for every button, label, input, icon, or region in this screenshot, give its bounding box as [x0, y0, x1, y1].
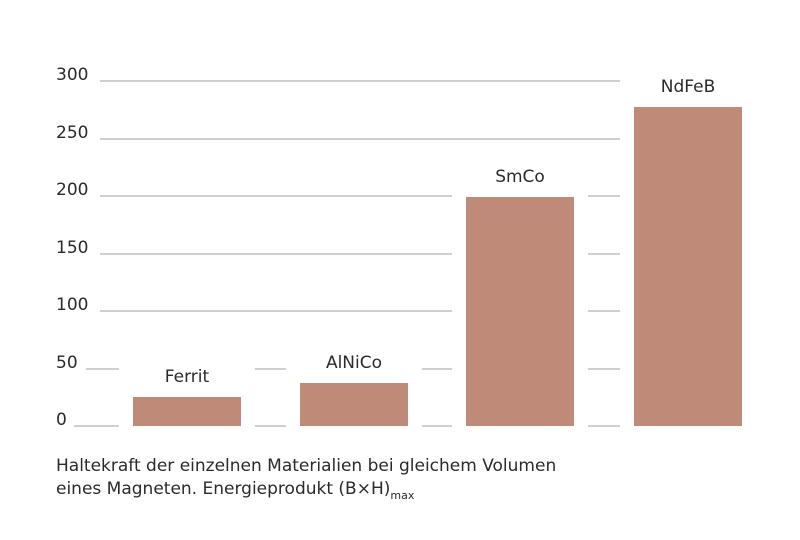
bar-ferrit: [133, 397, 241, 426]
bar-smco: [466, 197, 574, 426]
gridline: [100, 195, 452, 197]
gridline: [100, 80, 620, 82]
y-tick-label: 250: [56, 122, 89, 143]
bar-label: Ferrit: [164, 367, 210, 388]
caption-line-1: Haltekraft der einzelnen Materialien bei…: [56, 456, 557, 476]
chart-caption: Haltekraft der einzelnen Materialien bei…: [56, 455, 556, 507]
gridline: [74, 425, 119, 427]
bar-label: AlNiCo: [325, 353, 383, 374]
gridline: [588, 195, 620, 197]
y-tick-label: 200: [56, 180, 89, 200]
gridline: [100, 252, 452, 255]
gridline: [100, 310, 452, 312]
gridline: [588, 252, 620, 255]
gridline: [588, 310, 620, 312]
y-tick-label: 150: [56, 237, 89, 258]
gridline: [422, 367, 452, 370]
bar-label: SmCo: [495, 167, 545, 188]
gridline: [422, 425, 452, 427]
gridline: [588, 367, 620, 370]
bar-label: NdFeB: [660, 77, 716, 98]
y-tick-label: 0: [56, 410, 67, 430]
bar-ndfeb: [634, 107, 742, 426]
gridline: [255, 367, 286, 370]
caption-line-2: eines Magneten. Energieprodukt (B×H)max: [56, 478, 556, 507]
bar-alnico: [300, 383, 408, 426]
caption-subscript: max: [390, 489, 415, 502]
caption-line-2-text: eines Magneten. Energieprodukt (B×H): [56, 479, 391, 499]
y-tick-label: 300: [56, 65, 89, 85]
gridline: [86, 367, 119, 370]
gridline: [255, 425, 286, 427]
y-tick-label: 50: [56, 352, 78, 373]
gridline: [588, 425, 620, 427]
y-tick-label: 100: [56, 295, 89, 315]
gridline: [100, 137, 620, 140]
